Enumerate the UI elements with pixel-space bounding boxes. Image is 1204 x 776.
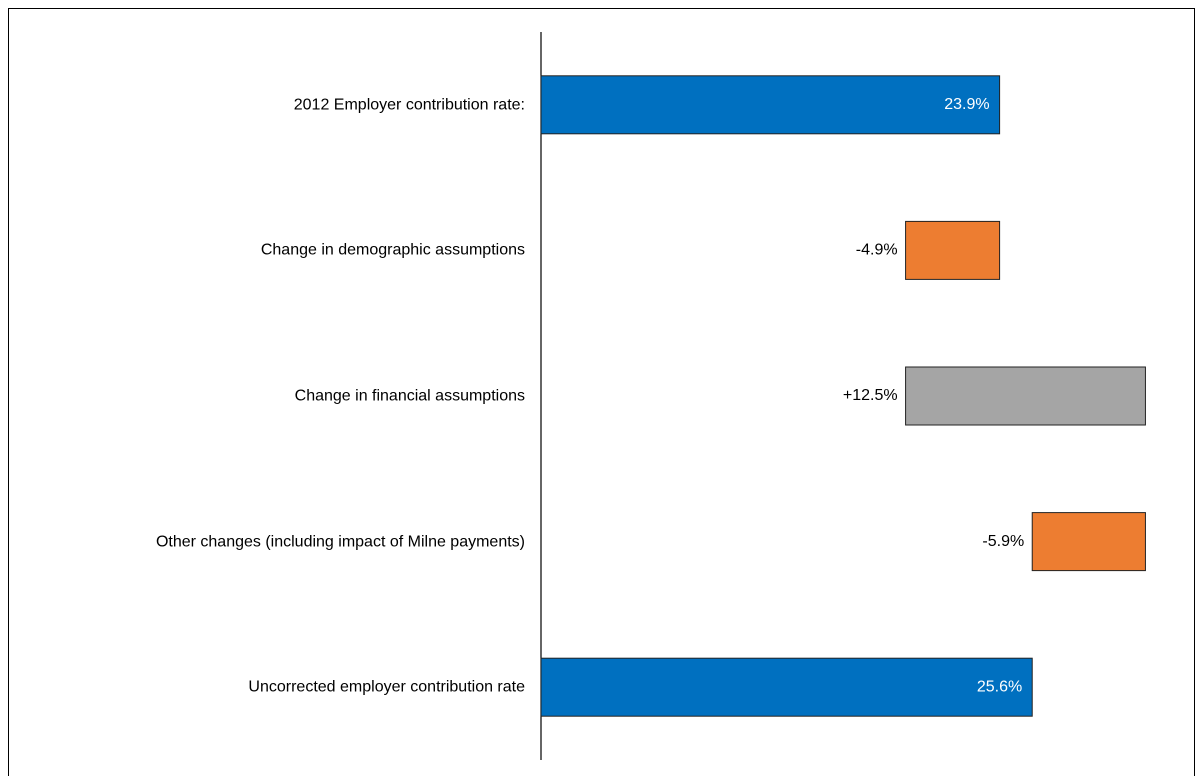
category-label: 2012 Employer contribution rate: <box>293 96 525 114</box>
category-label: Change in demographic assumptions <box>260 241 525 259</box>
category-label: Uncorrected employer contribution rate <box>248 678 525 696</box>
value-label: -4.9% <box>856 242 898 259</box>
bar <box>540 75 1001 135</box>
value-label: 23.9% <box>944 96 989 113</box>
category-label: Other changes (including impact of Milne… <box>155 533 525 551</box>
bar <box>1031 512 1146 572</box>
chart-frame <box>8 8 1195 776</box>
category-label: Change in financial assumptions <box>294 387 525 405</box>
value-label: -5.9% <box>982 533 1024 550</box>
value-label: 25.6% <box>977 678 1022 695</box>
value-label: +12.5% <box>843 387 898 404</box>
bar <box>540 657 1033 717</box>
bar <box>905 366 1146 426</box>
bar <box>905 220 1001 280</box>
